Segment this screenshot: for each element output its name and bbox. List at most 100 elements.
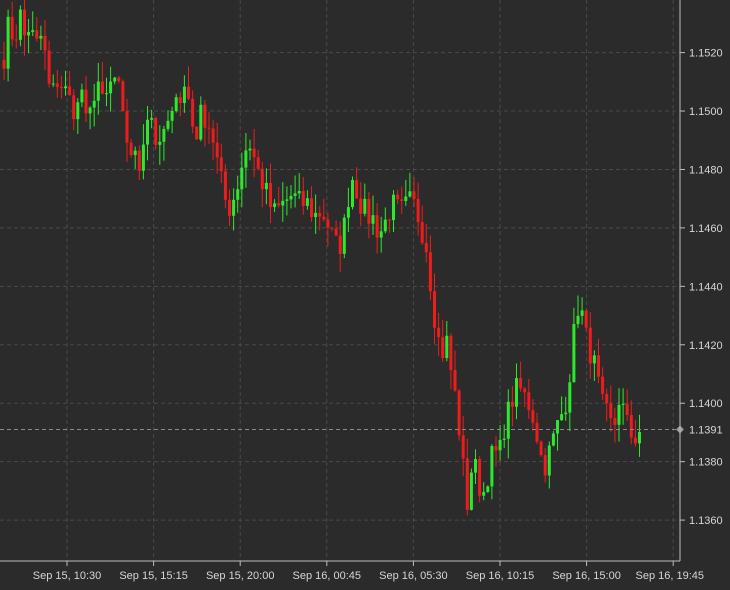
candle xyxy=(441,319,445,362)
axes xyxy=(0,0,681,562)
candle xyxy=(506,389,510,459)
candle-body xyxy=(113,77,117,82)
x-tick-label: Sep 16, 19:45 xyxy=(635,570,704,582)
candle-body xyxy=(199,104,203,140)
candle xyxy=(404,179,408,206)
candle-body xyxy=(232,199,236,216)
candle-body xyxy=(400,199,404,201)
candle xyxy=(449,333,453,390)
candle xyxy=(55,69,59,98)
candle-body xyxy=(47,50,51,84)
candle-body xyxy=(121,81,125,112)
candle-body xyxy=(527,392,531,411)
candle xyxy=(387,218,391,233)
candle xyxy=(363,183,367,217)
candle xyxy=(105,77,108,107)
x-tick-label: Sep 15, 15:15 xyxy=(119,570,188,582)
candle xyxy=(379,216,383,253)
x-tick-label: Sep 16, 05:30 xyxy=(379,570,448,582)
candle-body xyxy=(560,414,564,421)
candle xyxy=(543,447,547,483)
candle xyxy=(359,181,363,226)
candle xyxy=(342,214,346,259)
candle xyxy=(584,309,588,332)
candle-body xyxy=(215,142,219,158)
candle-body xyxy=(23,9,26,36)
candle-body xyxy=(408,191,412,197)
candle-body xyxy=(535,422,539,442)
candle-body xyxy=(281,200,285,206)
current-price-label: 1.1391 xyxy=(689,425,723,437)
candle xyxy=(416,182,420,236)
candle-body xyxy=(490,445,494,487)
candle-body xyxy=(256,157,260,169)
candle-body xyxy=(375,215,379,238)
candle-body xyxy=(482,491,486,496)
candle xyxy=(2,41,6,81)
y-tick-label: 1.1480 xyxy=(689,164,723,176)
candle-body xyxy=(10,16,14,40)
candle-body xyxy=(6,16,10,69)
candle xyxy=(228,189,231,226)
candle-body xyxy=(588,327,592,364)
candle xyxy=(113,76,117,85)
candle xyxy=(244,133,248,188)
candle xyxy=(285,186,289,216)
candle xyxy=(539,440,543,457)
candle xyxy=(371,195,375,235)
candle-body xyxy=(564,412,568,415)
candle xyxy=(633,419,637,447)
candle xyxy=(195,126,199,140)
candle-body xyxy=(461,435,465,459)
candle-body xyxy=(572,324,576,383)
candle xyxy=(457,389,461,441)
candle-body xyxy=(297,191,301,194)
candle-body xyxy=(330,227,334,229)
candle-body xyxy=(137,150,141,171)
candle-body xyxy=(310,198,313,218)
candle xyxy=(178,91,182,117)
candle-body xyxy=(510,401,514,407)
candle-body xyxy=(609,403,613,419)
candle-body xyxy=(412,191,416,199)
candle xyxy=(535,412,539,445)
candle-body xyxy=(88,107,92,114)
candle-body xyxy=(371,215,375,224)
x-axis-ticks: Sep 15, 10:30 Sep 15, 15:15 Sep 15, 20:00 S… xyxy=(33,561,704,582)
candle xyxy=(80,83,84,108)
candle-body xyxy=(420,222,424,243)
candle xyxy=(18,5,22,47)
candle-body xyxy=(531,410,535,423)
candle xyxy=(346,187,350,233)
candle xyxy=(203,99,207,147)
candles xyxy=(2,0,641,516)
candle xyxy=(125,98,129,163)
candle xyxy=(301,177,305,215)
candle xyxy=(420,205,424,245)
candle xyxy=(215,122,219,174)
candle xyxy=(605,388,609,422)
candle-body xyxy=(613,418,617,425)
candle xyxy=(47,40,51,88)
candle-body xyxy=(277,203,281,206)
current-price-line: 1.1391 xyxy=(0,425,723,437)
candle-body xyxy=(305,198,309,206)
candle-body xyxy=(76,102,80,120)
candle-body xyxy=(326,219,330,228)
candle xyxy=(617,388,621,442)
candle-body xyxy=(195,126,199,140)
y-tick-label: 1.1380 xyxy=(689,457,723,469)
candle-body xyxy=(314,212,318,218)
candle-body xyxy=(236,189,240,200)
candle xyxy=(277,186,281,208)
candle xyxy=(490,444,494,500)
candle xyxy=(88,106,92,130)
candle xyxy=(445,321,449,362)
candle-body xyxy=(580,310,584,316)
candle xyxy=(84,76,88,123)
candle-body xyxy=(556,420,559,434)
candle-body xyxy=(207,127,211,129)
candle-body xyxy=(629,414,633,438)
